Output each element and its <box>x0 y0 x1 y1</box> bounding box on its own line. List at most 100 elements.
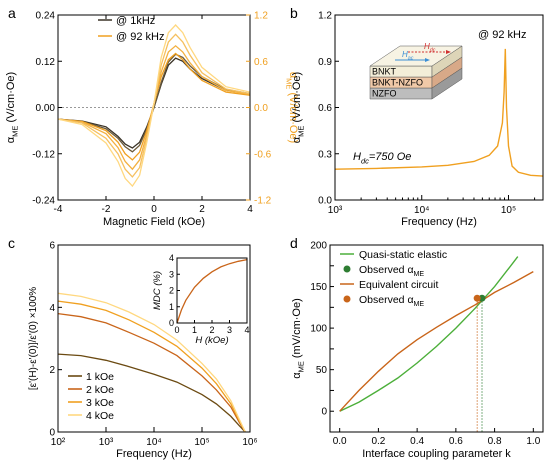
sample-layer-label: NZFO <box>372 89 397 99</box>
y-axis-tick-label: 0.9 <box>318 57 332 68</box>
y-axis-label: αME (V/cm·Oe) <box>291 72 305 143</box>
y-right-tick-label: 0.6 <box>254 57 268 68</box>
inset-x-tick-label: 0 <box>174 325 179 335</box>
inset-y-tick-label: 1 <box>169 302 174 312</box>
x-axis-tick-label: 10⁴ <box>146 437 161 448</box>
x-axis-tick-label: 10⁵ <box>501 205 516 216</box>
y-axis-tick-label: 100 <box>310 324 327 335</box>
panel-label-a: a <box>8 5 16 21</box>
x-axis-tick-label: 2 <box>199 204 205 215</box>
y-axis-tick-label: 0.3 <box>318 149 332 160</box>
y-left-tick-label: -0.24 <box>32 196 55 207</box>
x-axis-tick-label: -2 <box>102 204 111 215</box>
series-line <box>57 353 246 433</box>
sample-top-face <box>369 45 463 67</box>
legend-entry: @ 92 kHz <box>116 31 164 43</box>
x-axis-tick-label: 10² <box>51 437 66 448</box>
plot-frame <box>334 14 544 201</box>
x-axis-label: Interface coupling parameter k <box>362 448 511 460</box>
legend-entry: 1 kOe <box>86 371 114 383</box>
inset-y-axis-label: MDC (%) <box>152 271 163 310</box>
panel-b: b 10³ 10⁴ 10⁵ 0.0 0.3 0.6 0.9 1.2 Frequency (Hz) α… <box>290 5 544 228</box>
x-axis-label: Frequency (Hz) <box>401 216 477 228</box>
y-left-tick-label: 0.12 <box>36 57 56 68</box>
observed-point <box>478 294 486 302</box>
x-axis-tick-label: 0.8 <box>488 436 502 447</box>
y-axis-tick-label: 50 <box>316 365 328 376</box>
y-axis-tick-label: 150 <box>310 282 327 293</box>
inset-y-tick-label: 3 <box>169 269 174 279</box>
panel-label-d: d <box>290 235 298 251</box>
legend-entry: Equivalent circuit <box>359 279 438 291</box>
x-axis-tick-label: 0.4 <box>410 436 424 447</box>
field-annotation: Hdc=750 Oe <box>353 151 411 165</box>
panel-a: a -4 -2 0 2 4 -0.24 -0.12 0.00 0.12 0.24 -1.2 -0.6 0.… <box>5 5 299 228</box>
inset-series-line <box>176 258 248 324</box>
hac-label: Hac <box>402 50 414 61</box>
y-right-tick-label: 0.0 <box>254 103 268 114</box>
y-axis-tick-label: 0.0 <box>318 196 332 207</box>
y-right-axis-label: αME (V/cm·Oe) <box>285 72 299 143</box>
legend-entry: 2 kOe <box>86 384 114 396</box>
x-axis-tick-label: 1.0 <box>526 436 540 447</box>
legend-swatch <box>343 265 351 273</box>
y-axis-tick-label: 0 <box>321 407 327 418</box>
x-axis-tick-label: 0 <box>151 204 157 215</box>
x-axis-label: Magnetic Field (kOe) <box>103 216 205 228</box>
sample-layer-label: BNKT-NZFO <box>372 78 423 88</box>
sample-layer-label: BNKT <box>372 67 397 77</box>
inset-x-tick-label: 4 <box>244 325 249 335</box>
x-axis-tick-label: 10⁴ <box>414 205 429 216</box>
y-left-axis-label: αME (V/cm·Oe) <box>5 72 19 143</box>
inset-y-tick-label: 0 <box>169 318 174 328</box>
x-axis-tick-label: 0.0 <box>333 436 347 447</box>
hac-arrowhead <box>425 58 430 62</box>
inset-background <box>177 258 247 323</box>
y-left-tick-label: 0.24 <box>36 11 56 22</box>
inset-x-tick-label: 1 <box>192 325 197 335</box>
series-line <box>57 292 246 433</box>
x-axis-tick-label: 10⁵ <box>194 437 209 448</box>
y-axis-tick-label: 200 <box>310 241 327 252</box>
x-axis-tick-label: 10³ <box>99 437 114 448</box>
y-right-tick-label: 1.2 <box>254 11 268 22</box>
panel-label-b: b <box>290 5 298 21</box>
y-axis-label: [ε'(H)-ε'(0)]/ε'(0) ×100% <box>28 287 39 390</box>
legend-entry: Observed αME <box>359 294 424 308</box>
legend-entry: 4 kOe <box>86 410 114 422</box>
series-line <box>57 24 251 188</box>
legend-entry: 3 kOe <box>86 397 114 409</box>
series-line <box>339 256 519 412</box>
plot-frame <box>329 244 544 433</box>
legend-entry: @ 1kHz <box>116 15 155 27</box>
panel-c: c 10² 10³ 10⁴ 10⁵ 10⁶ 0 2 4 6 Frequency (Hz) [ε'(H)… <box>8 235 258 460</box>
y-left-tick-label: 0.00 <box>36 103 56 114</box>
legend-entry: Observed αME <box>359 264 424 278</box>
series-line <box>57 312 246 433</box>
y-right-tick-label: -1.2 <box>254 196 272 207</box>
x-axis-tick-label: 4 <box>247 204 253 215</box>
y-axis-tick-label: 0 <box>49 428 55 439</box>
y-axis-tick-label: 2 <box>49 365 55 376</box>
series-line <box>57 300 246 433</box>
observed-point <box>473 294 481 302</box>
inset-y-tick-label: 2 <box>169 286 174 296</box>
x-axis-tick-label: -4 <box>54 204 63 215</box>
y-axis-tick-label: 0.6 <box>318 103 332 114</box>
x-axis-tick-label: 10³ <box>328 205 343 216</box>
hdc-arrowhead <box>446 50 451 54</box>
x-axis-tick-label: 0.2 <box>371 436 385 447</box>
x-axis-tick-label: 0.6 <box>449 436 463 447</box>
x-axis-label: Frequency (Hz) <box>116 448 192 460</box>
panel-label-c: c <box>8 235 15 251</box>
y-left-tick-label: -0.12 <box>32 149 55 160</box>
series-line <box>339 270 534 412</box>
y-axis-tick-label: 1.2 <box>318 11 332 22</box>
hdc-label: Hdc <box>424 42 436 53</box>
series-line <box>334 48 544 177</box>
panel-d: d 0.0 0.2 0.4 0.6 0.8 1.0 0 50 100 150 200 Interface… <box>290 235 544 460</box>
y-axis-tick-label: 6 <box>49 241 55 252</box>
y-axis-label: αME (mV/cm·Oe) <box>291 298 305 379</box>
legend-entry: Quasi-static elastic <box>359 249 447 261</box>
